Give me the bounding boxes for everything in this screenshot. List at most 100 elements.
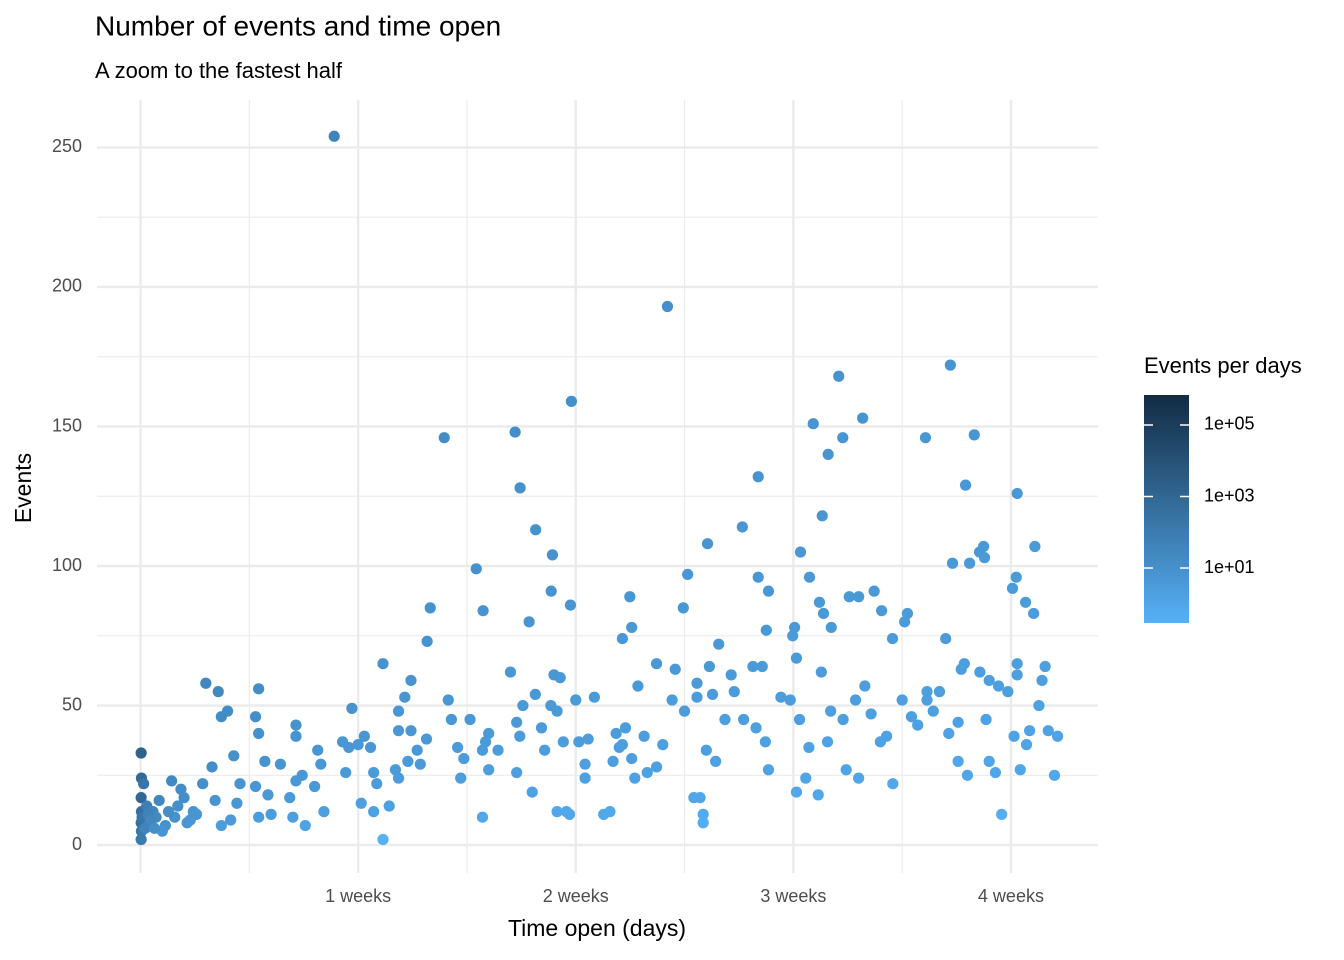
point <box>290 730 302 742</box>
point <box>371 778 383 790</box>
legend-label: 1e+03 <box>1204 485 1255 505</box>
point <box>414 758 426 770</box>
legend-label: 1e+01 <box>1204 557 1255 577</box>
point <box>946 557 959 569</box>
point <box>190 808 203 820</box>
point <box>822 448 834 461</box>
point <box>706 688 719 701</box>
point <box>557 736 569 748</box>
point <box>719 713 731 726</box>
point <box>209 794 221 807</box>
y-tick-label: 50 <box>62 694 82 714</box>
point <box>677 602 689 614</box>
point <box>833 370 845 382</box>
point <box>1036 674 1048 687</box>
point <box>1019 596 1032 608</box>
point <box>546 549 559 561</box>
point <box>1011 669 1023 681</box>
point <box>790 786 803 798</box>
point <box>837 432 849 444</box>
point <box>138 778 150 790</box>
point <box>616 632 628 645</box>
point <box>582 733 594 745</box>
point <box>944 359 956 371</box>
point <box>262 789 274 801</box>
point <box>927 705 939 717</box>
point <box>701 538 714 550</box>
point <box>470 563 482 575</box>
point <box>312 744 324 756</box>
point <box>921 686 933 698</box>
point <box>661 300 674 313</box>
point <box>933 686 946 698</box>
point <box>383 800 395 812</box>
point <box>1048 769 1061 781</box>
point <box>514 482 526 494</box>
point <box>968 429 980 441</box>
point <box>616 739 628 751</box>
point <box>274 758 287 770</box>
point <box>526 786 538 798</box>
point <box>1014 764 1026 776</box>
point <box>901 607 914 620</box>
point <box>816 510 828 522</box>
point <box>265 808 277 820</box>
point <box>849 694 862 706</box>
point <box>886 632 899 645</box>
point <box>290 719 302 731</box>
point <box>539 744 551 756</box>
point <box>694 792 706 804</box>
point <box>691 677 703 689</box>
x-axis-title: Time open (days) <box>508 915 686 941</box>
point <box>206 761 218 773</box>
point <box>787 630 799 642</box>
point <box>996 808 1008 820</box>
point <box>479 736 492 748</box>
point <box>817 607 830 620</box>
point <box>1002 686 1014 698</box>
point <box>309 780 321 793</box>
point <box>710 755 722 767</box>
point <box>504 666 517 678</box>
point <box>807 418 819 430</box>
point <box>803 741 815 754</box>
point <box>896 694 908 706</box>
point <box>843 591 855 603</box>
x-tick-label: 4 weeks <box>978 886 1044 906</box>
point <box>368 806 380 818</box>
point <box>464 713 476 726</box>
y-tick-label: 200 <box>52 276 82 296</box>
point <box>563 808 576 820</box>
point <box>346 702 358 714</box>
point <box>1006 582 1019 594</box>
point <box>607 755 619 767</box>
point <box>530 524 542 536</box>
point <box>139 822 151 834</box>
point <box>228 750 240 762</box>
point <box>669 663 681 675</box>
point <box>775 691 787 703</box>
point <box>458 752 470 765</box>
point <box>514 730 526 742</box>
point <box>762 585 775 597</box>
point <box>790 652 803 664</box>
point <box>452 741 464 754</box>
point <box>215 819 227 832</box>
point <box>492 744 504 756</box>
point <box>253 811 265 823</box>
point <box>253 683 265 695</box>
point <box>793 713 806 726</box>
point <box>650 658 663 670</box>
point <box>564 599 577 611</box>
point <box>736 521 748 533</box>
point <box>570 694 582 706</box>
y-tick-label: 100 <box>52 555 82 575</box>
point <box>1008 730 1020 742</box>
point <box>812 789 824 801</box>
point <box>1020 739 1033 751</box>
x-tick-label: 2 weeks <box>543 886 609 906</box>
point <box>438 432 450 444</box>
point <box>978 552 991 564</box>
point <box>1033 699 1045 712</box>
